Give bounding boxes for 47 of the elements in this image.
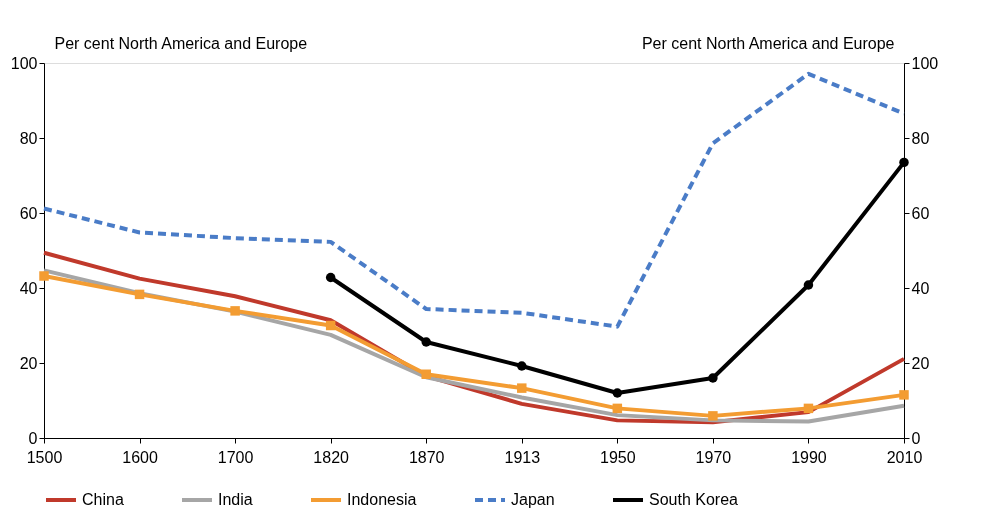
point [899,390,909,400]
y-tick-label: 20 [19,354,38,372]
point [230,306,240,316]
point [421,369,431,379]
point [708,373,718,383]
point [39,271,49,281]
point [708,411,718,421]
y-tick-label: 100 [10,54,38,72]
point [421,337,431,347]
y2-tick-label: 80 [911,129,930,147]
y2-tick-label: 100 [911,54,939,72]
y-tick-label: 0 [28,429,38,447]
x-tick-label: 1820 [313,448,350,466]
point [325,272,336,283]
point [803,280,814,290]
x-tick-label: 1700 [217,448,254,466]
y-tick-label: 60 [19,204,38,222]
legend-label: Indonesia [347,491,417,508]
y2-tick-label: 0 [911,429,921,447]
x-tick-label: 2010 [886,448,923,466]
y-tick-label: 40 [19,279,38,297]
x-tick-label: 1970 [695,448,732,466]
x-tick-label: 1950 [600,448,636,466]
legend-label: India [218,491,253,508]
x-tick-label: 1870 [408,448,445,466]
y2-tick-label: 40 [911,279,930,297]
x-tick-label: 1500 [26,448,63,466]
y-axis-title: Per cent North America and Europe [54,34,308,52]
x-tick-label: 1600 [122,448,158,466]
y2-tick-label: 60 [911,204,930,222]
point [134,289,145,300]
point [803,403,814,414]
x-tick-label: 1990 [791,448,827,466]
legend-label: South Korea [649,491,739,508]
point [517,361,527,371]
point [612,388,623,398]
point [612,403,623,414]
point [899,157,909,168]
legend-label: China [82,491,124,508]
legend-label: Japan [511,491,555,508]
point [517,383,527,393]
y2-tick-label: 20 [911,354,930,372]
point [325,320,336,331]
x-tick-label: 1913 [504,448,541,466]
line-series [42,71,906,329]
y2-axis-title: Per cent North America and Europe [641,34,895,52]
y-tick-label: 80 [19,129,38,147]
